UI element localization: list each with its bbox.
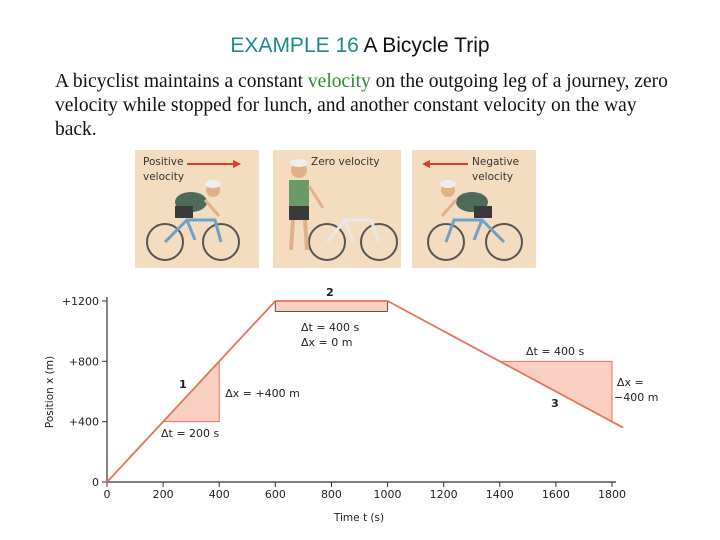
x-tick-label: 1600 <box>542 488 570 501</box>
panel-label: Zero velocity <box>311 156 380 168</box>
segment-3-dx: Δx = <box>617 376 644 389</box>
intro-text-end: on the outgoing leg of a journey, zero v… <box>55 71 668 140</box>
panel-label: Negative velocity <box>472 156 520 183</box>
segment-3-label: 3 <box>551 397 559 410</box>
y-axis-label: Position x (m) <box>44 356 56 428</box>
cyclist-riding-left-illustration <box>422 160 523 261</box>
y-tick-label: +1200 <box>62 295 99 308</box>
position-time-chart: 0 200 400 600 800 1000 1200 1400 1600 1800 0 +400 +8… <box>44 286 658 524</box>
segment-3-dt: Δt = 400 s <box>526 345 585 358</box>
x-tick-label: 1000 <box>374 488 402 501</box>
x-tick-label: 200 <box>153 488 174 501</box>
x-tick-label: 1200 <box>430 488 458 501</box>
example-name: A Bicycle Trip <box>363 34 490 57</box>
intro-text-start: A bicyclist maintains a constant <box>55 71 308 92</box>
segment-3-dx-value: −400 m <box>614 391 658 404</box>
y-tick-label: 0 <box>92 476 99 489</box>
x-tick-label: 800 <box>321 488 342 501</box>
x-tick-label: 400 <box>209 488 230 501</box>
segment-1-dx: Δx = +400 m <box>225 387 300 400</box>
segment-1-dt: Δt = 200 s <box>161 427 220 440</box>
panel-negative-velocity: Negative velocity <box>412 150 536 268</box>
x-tick-label: 1400 <box>486 488 514 501</box>
cyclist-riding-right-illustration <box>146 160 241 261</box>
cyclist-standing-illustration <box>289 159 398 261</box>
example-number: EXAMPLE 16 <box>230 34 359 57</box>
panel-positive-velocity: Positive velocity <box>135 150 259 268</box>
page-title: EXAMPLE 16 A Bicycle Trip <box>0 34 720 58</box>
x-axis-label: Time t (s) <box>333 512 384 524</box>
panel-zero-velocity: Zero velocity <box>273 150 401 268</box>
panel-label: Positive velocity <box>143 156 185 183</box>
y-tick-label: +800 <box>69 355 99 368</box>
x-tick-label: 600 <box>265 488 286 501</box>
segment-2-dt: Δt = 400 s <box>301 321 360 334</box>
segment-2-dx: Δx = 0 m <box>301 336 352 349</box>
position-line <box>106 300 624 483</box>
segment-1-label: 1 <box>179 378 187 391</box>
y-tick-label: +400 <box>69 416 99 429</box>
segment-2-shade <box>275 301 388 312</box>
x-tick-label: 0 <box>104 488 111 501</box>
intro-paragraph: A bicyclist maintains a constant velocit… <box>55 70 670 142</box>
x-tick-label: 1800 <box>598 488 626 501</box>
segment-2-label: 2 <box>326 286 334 299</box>
intro-highlight-word: velocity <box>307 71 371 92</box>
